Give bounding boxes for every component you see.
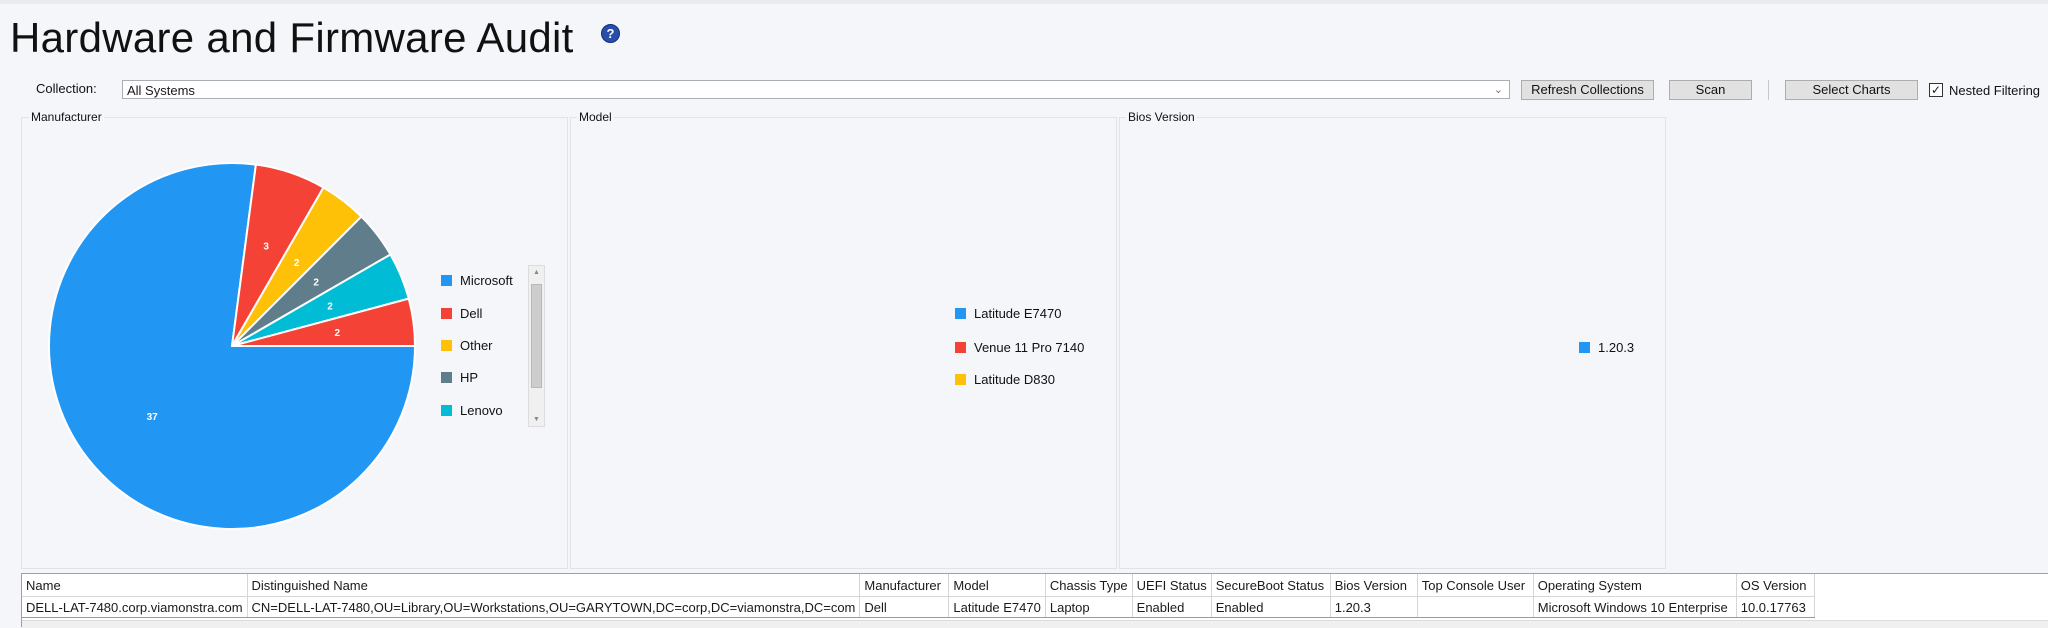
pie-data-label: 2 xyxy=(334,328,340,339)
legend-label: Dell xyxy=(460,306,483,321)
help-icon[interactable]: ? xyxy=(601,24,620,43)
collection-value: All Systems xyxy=(127,83,195,98)
cell-operating-system[interactable]: Microsoft Windows 10 Enterprise xyxy=(1533,596,1737,618)
legend-swatch xyxy=(955,308,966,319)
manufacturer-pie[interactable]: 37 3 2 2 2 2 xyxy=(48,162,417,530)
legend-swatch xyxy=(441,308,452,319)
cell-distinguished-name[interactable]: CN=DELL-LAT-7480,OU=Library,OU=Workstati… xyxy=(247,596,861,618)
cell-chassis-type[interactable]: Laptop xyxy=(1045,596,1133,618)
legend-item-microsoft[interactable]: Microsoft xyxy=(441,273,513,288)
cell-secureboot-status[interactable]: Enabled xyxy=(1211,596,1331,618)
legend-swatch xyxy=(441,405,452,416)
cell-model[interactable]: Latitude E7470 xyxy=(948,596,1046,618)
column-header-operating-system[interactable]: Operating System xyxy=(1533,574,1737,597)
column-header-secureboot-status[interactable]: SecureBoot Status xyxy=(1211,574,1331,597)
bios-version-chart-panel xyxy=(1119,117,1666,569)
model-chart-panel xyxy=(570,117,1117,569)
legend-swatch xyxy=(441,340,452,351)
legend-item-hp[interactable]: HP xyxy=(441,370,478,385)
model-chart-title: Model xyxy=(577,110,614,124)
legend-label: Venue 11 Pro 7140 xyxy=(974,340,1085,355)
legend-swatch xyxy=(955,374,966,385)
toolbar-separator xyxy=(1768,80,1769,100)
table-row[interactable]: DELL-LAT-7480.corp.viamonstra.com CN=DEL… xyxy=(22,596,1815,618)
legend-item-latitude-e7470[interactable]: Latitude E7470 xyxy=(955,306,1061,321)
scan-button[interactable]: Scan xyxy=(1669,80,1752,100)
scrollbar-thumb[interactable] xyxy=(531,284,542,388)
grid-horizontal-scrollbar[interactable] xyxy=(22,620,2048,628)
legend-swatch xyxy=(1579,342,1590,353)
window-top-strip xyxy=(0,0,2048,4)
nested-filtering-label: Nested Filtering xyxy=(1949,83,2041,98)
pie-data-label: 3 xyxy=(263,241,269,252)
cell-manufacturer[interactable]: Dell xyxy=(859,596,950,618)
select-charts-button[interactable]: Select Charts xyxy=(1785,80,1918,100)
column-header-uefi-status[interactable]: UEFI Status xyxy=(1132,574,1212,597)
legend-swatch xyxy=(441,372,452,383)
pie-data-label: 37 xyxy=(147,412,159,423)
legend-label: Lenovo xyxy=(460,403,503,418)
legend-item-dell[interactable]: Dell xyxy=(441,306,482,321)
cell-top-console-user[interactable] xyxy=(1417,596,1534,618)
collection-dropdown[interactable]: All Systems ⌄ xyxy=(122,80,1510,99)
bios-version-chart-title: Bios Version xyxy=(1126,110,1197,124)
scroll-down-icon[interactable]: ▼ xyxy=(533,416,540,423)
legend-scrollbar[interactable]: ▲ ▼ xyxy=(528,265,545,427)
column-header-name[interactable]: Name xyxy=(22,574,248,597)
column-header-os-version[interactable]: OS Version xyxy=(1736,574,1815,597)
pie-slice[interactable] xyxy=(48,162,417,530)
legend-item-latitude-d830[interactable]: Latitude D830 xyxy=(955,372,1055,387)
column-header-chassis-type[interactable]: Chassis Type xyxy=(1045,574,1133,597)
cell-uefi-status[interactable]: Enabled xyxy=(1132,596,1212,618)
scroll-up-icon[interactable]: ▲ xyxy=(533,269,540,276)
cell-bios-version[interactable]: 1.20.3 xyxy=(1330,596,1418,618)
legend-item-other[interactable]: Other xyxy=(441,338,493,353)
legend-label: Microsoft xyxy=(460,273,513,288)
column-header-top-console-user[interactable]: Top Console User xyxy=(1417,574,1534,597)
refresh-collections-button[interactable]: Refresh Collections xyxy=(1521,80,1654,100)
legend-label: Latitude D830 xyxy=(974,372,1055,387)
legend-label: Latitude E7470 xyxy=(974,306,1062,321)
column-header-model[interactable]: Model xyxy=(948,574,1046,597)
legend-swatch xyxy=(441,275,452,286)
legend-item-lenovo[interactable]: Lenovo xyxy=(441,403,503,418)
column-header-bios-version[interactable]: Bios Version xyxy=(1330,574,1418,597)
page-title: Hardware and Firmware Audit xyxy=(10,14,574,61)
chevron-down-icon[interactable]: ⌄ xyxy=(1493,84,1503,96)
legend-label: Other xyxy=(460,338,493,353)
column-header-distinguished-name[interactable]: Distinguished Name xyxy=(247,574,861,597)
pie-slice[interactable] xyxy=(231,297,417,347)
collection-label: Collection: xyxy=(36,81,97,96)
results-table: Name Distinguished Name Manufacturer Mod… xyxy=(22,574,1815,618)
legend-label: HP xyxy=(460,370,479,385)
legend-item-bios-1-20-3[interactable]: 1.20.3 xyxy=(1579,340,1634,355)
cell-name[interactable]: DELL-LAT-7480.corp.viamonstra.com xyxy=(22,596,248,618)
pie-data-label: 2 xyxy=(327,301,333,312)
table-header-row: Name Distinguished Name Manufacturer Mod… xyxy=(22,574,1815,597)
pie-data-label: 2 xyxy=(294,258,300,269)
legend-item-venue-11[interactable]: Venue 11 Pro 7140 xyxy=(955,340,1084,355)
cell-os-version[interactable]: 10.0.17763 xyxy=(1736,596,1815,618)
column-header-manufacturer[interactable]: Manufacturer xyxy=(859,574,950,597)
pie-data-label: 2 xyxy=(313,277,319,288)
legend-swatch xyxy=(955,342,966,353)
nested-filtering-checkbox[interactable]: ✓ xyxy=(1929,83,1943,97)
manufacturer-chart-title: Manufacturer xyxy=(29,110,104,124)
results-grid[interactable]: Name Distinguished Name Manufacturer Mod… xyxy=(21,573,2048,628)
legend-label: 1.20.3 xyxy=(1598,340,1635,355)
